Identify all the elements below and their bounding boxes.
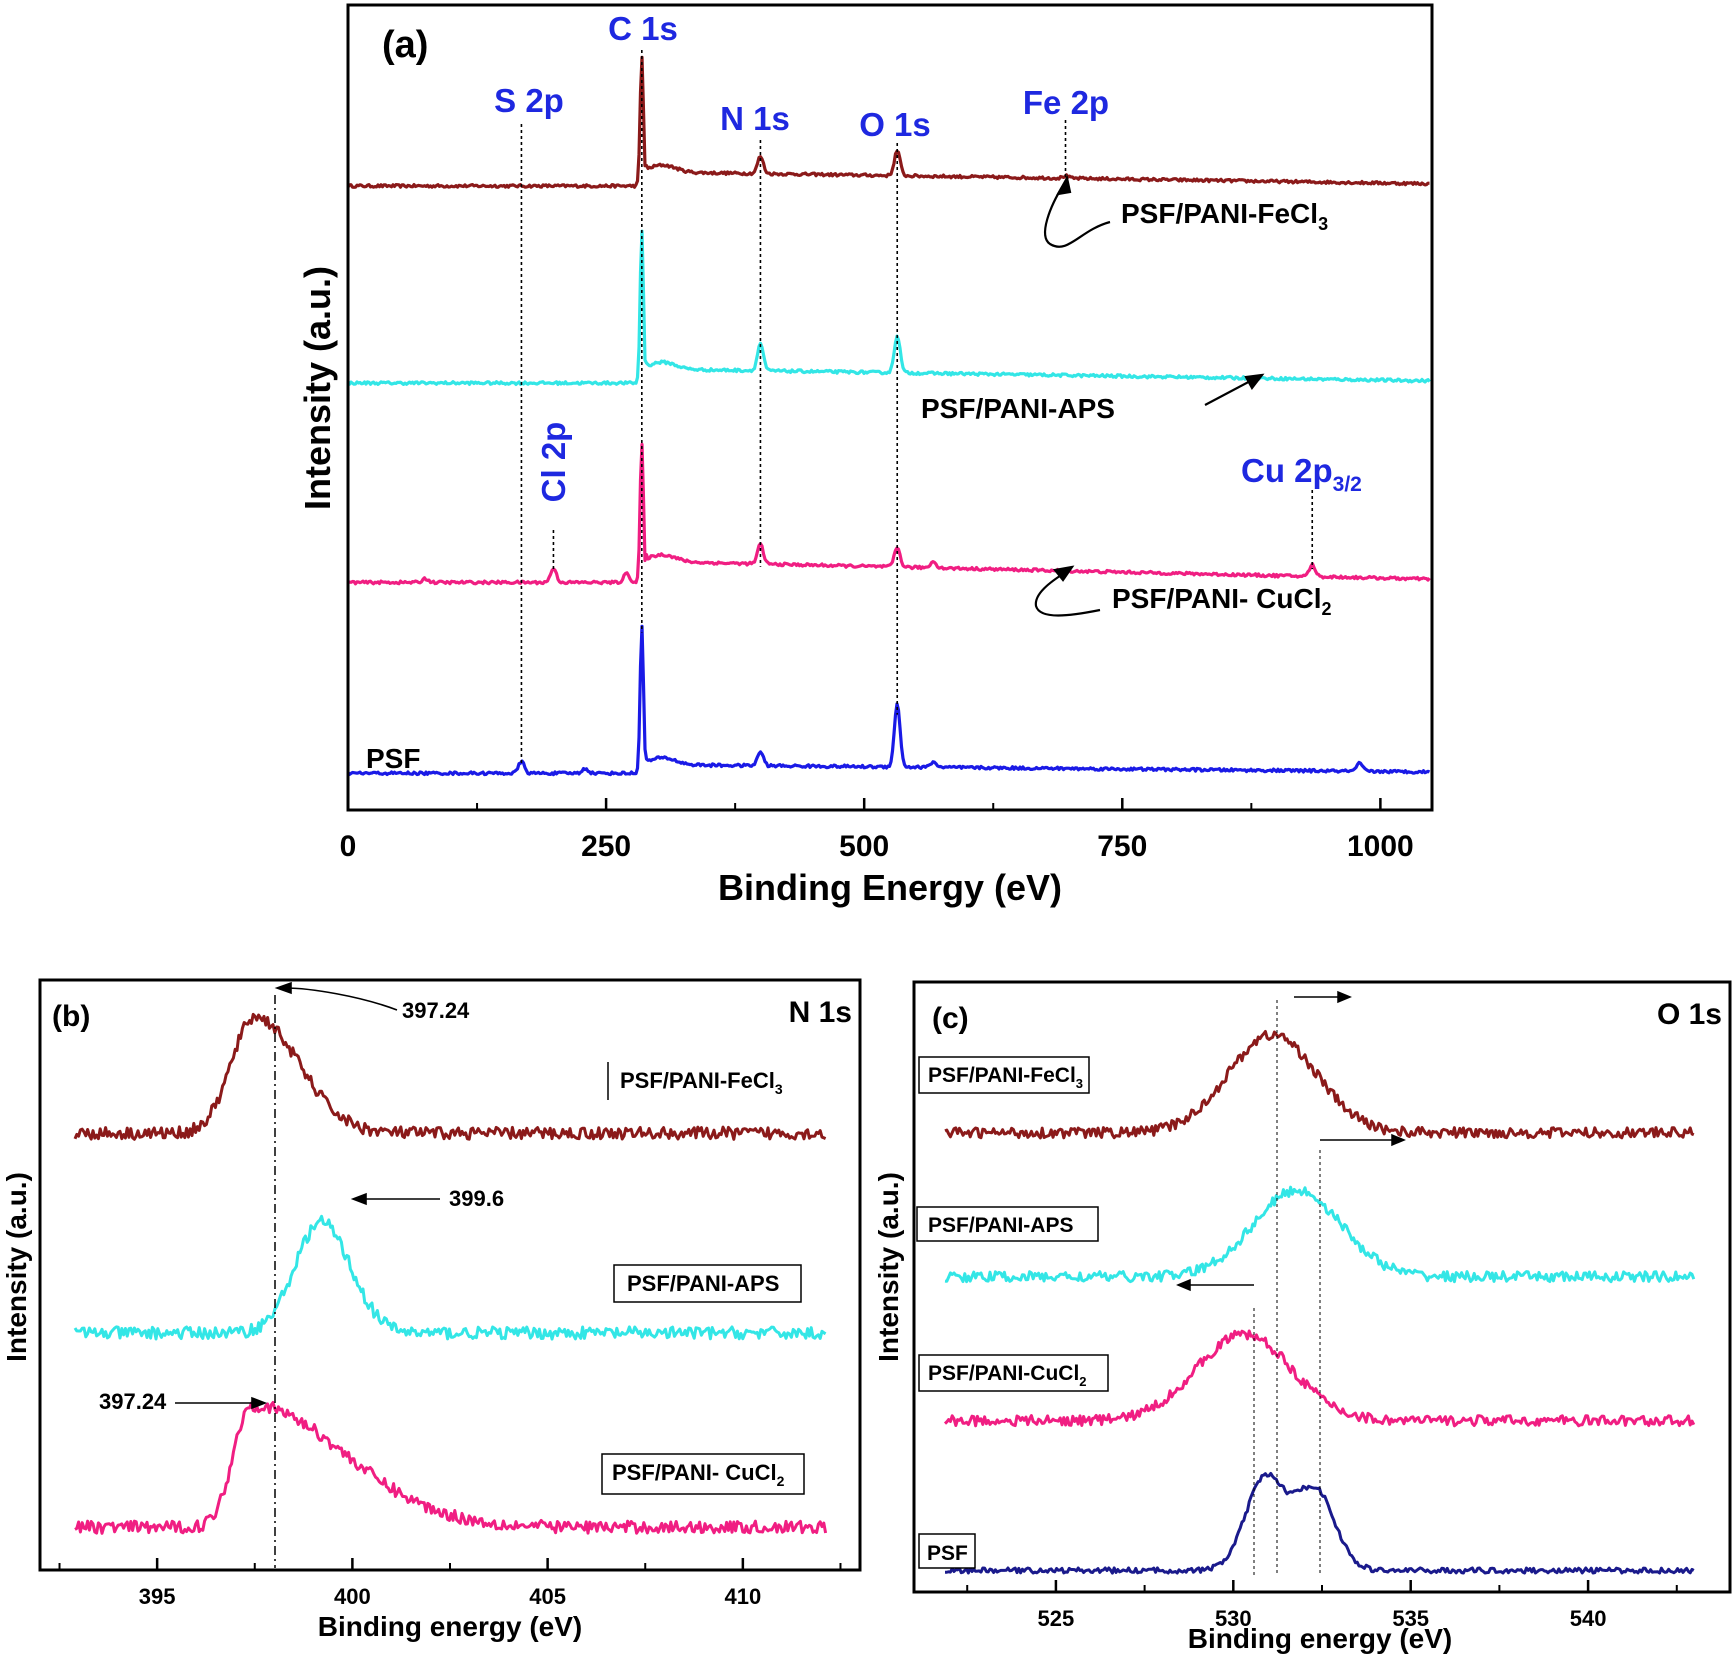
arrow-fecl3: [1044, 183, 1111, 248]
panel-a-x-axis-label: Binding Energy (eV): [718, 867, 1062, 908]
panel-a-label: (a): [382, 24, 428, 66]
series-label-b-cucl2: PSF/PANI- CuCl2: [612, 1460, 785, 1489]
arrow-b-fecl3: [284, 987, 398, 1011]
series-line-c-psf: [945, 1471, 1695, 1575]
legend-box-c-fecl3: PSF/PANI-FeCl3: [918, 1056, 1090, 1094]
series-line-b-psf-pani-aps: [73, 1214, 827, 1341]
legend-box-b-cucl2: PSF/PANI- CuCl2: [601, 1453, 805, 1495]
panel-b-title: N 1s: [789, 996, 852, 1029]
x-tick-label-a-500: 500: [839, 830, 889, 863]
panel-c-y-axis-label: Intensity (a.u.): [873, 1172, 904, 1362]
series-line-c-psf-pani-cucl2: [943, 1329, 1696, 1428]
series-label-c-cucl2: PSF/PANI-CuCl2: [928, 1362, 1087, 1389]
peak-label-cl2p: Cl 2p: [535, 422, 572, 503]
arrowhead-aps: [1244, 373, 1265, 391]
peak-label-s2p: S 2p: [494, 82, 564, 119]
panel-c-reference-lines: [1253, 1000, 1321, 1575]
x-tick-label-c-530: 530: [1215, 1606, 1252, 1631]
panel-b-label: (b): [52, 1000, 90, 1033]
series-line-c-psf-pani-aps: [944, 1185, 1696, 1284]
x-tick-label-a-0: 0: [340, 830, 357, 863]
series-label-c-fecl3: PSF/PANI-FeCl3: [928, 1064, 1083, 1091]
arrow-cucl2: [1034, 571, 1101, 617]
x-tick-label-b-400: 400: [334, 1584, 371, 1609]
series-line-c-psf-pani-fecl3: [944, 1030, 1695, 1140]
shift-arrowhead-c-fecl3: [1337, 990, 1352, 1004]
panel-a-guide-lines: [520, 50, 1314, 764]
panel-c-title: O 1s: [1657, 998, 1722, 1031]
panel-c-label: (c): [932, 1002, 969, 1035]
legend-box-b-aps: PSF/PANI-APS: [613, 1264, 802, 1303]
series-label-c-psf: PSF: [927, 1542, 968, 1565]
legend-box-c-aps: PSF/PANI-APS: [916, 1206, 1099, 1242]
panel-c: 525 530 535 540 (c) O 1s Binding energy (eV…: [873, 980, 1732, 1654]
series-line-a-psf-pani-fecl3: [346, 55, 1430, 189]
peak-label-n1s: N 1s: [720, 100, 790, 137]
x-tick-label-a-750: 750: [1097, 830, 1147, 863]
shift-arrowhead-c-aps: [1391, 1133, 1406, 1147]
panel-b-y-axis-label: Intensity (a.u.): [1, 1172, 32, 1362]
legend-box-c-cucl2: PSF/PANI-CuCl2: [918, 1354, 1109, 1392]
x-tick-label-a-250: 250: [581, 830, 631, 863]
arrowhead-fecl3: [1055, 174, 1072, 196]
peak-label-o1s: O 1s: [859, 106, 931, 143]
series-line-b-psf-pani-fecl3: [73, 1012, 827, 1141]
arrow-aps: [1204, 377, 1257, 406]
panel-c-x-axis-label: Binding energy (eV): [1188, 1623, 1452, 1654]
arrowhead-b-aps: [350, 1192, 367, 1206]
series-line-a-psf-pani-cucl2: [347, 442, 1431, 586]
legend-box-c-psf: PSF: [918, 1533, 976, 1569]
panel-a-arrows: [1034, 174, 1265, 617]
panel-c-shift-arrows: [1176, 990, 1406, 1292]
series-label-a-aps: PSF/PANI-APS: [921, 393, 1115, 424]
panel-b-x-ticks: 395 400 405 410: [58, 1558, 842, 1609]
x-tick-label-b-405: 405: [529, 1584, 566, 1609]
peak-label-fe2p: Fe 2p: [1023, 84, 1109, 121]
panel-c-curves: [943, 1030, 1696, 1575]
annotation-b-fecl3: 397.24: [402, 998, 470, 1023]
shift-arrowhead-c-cucl2: [1176, 1278, 1191, 1292]
x-tick-label-c-525: 525: [1038, 1606, 1075, 1631]
x-tick-label-b-395: 395: [139, 1584, 176, 1609]
panel-b: 395 400 405 410 (b) N 1s Binding energy (eV…: [1, 978, 862, 1642]
legend-box-b-fecl3: PSF/PANI-FeCl3: [607, 1062, 783, 1100]
arrowhead-b-cucl2: [251, 1396, 268, 1410]
panel-a-y-axis-label: Intensity (a.u.): [297, 266, 338, 510]
arrowhead-cucl2: [1052, 565, 1075, 582]
panel-c-x-ticks: 525 530 535 540: [966, 1580, 1678, 1631]
series-line-b-psf-pani-cucl2: [74, 1401, 828, 1535]
annotation-b-aps: 399.6: [449, 1186, 504, 1211]
panel-b-x-axis-label: Binding energy (eV): [318, 1611, 582, 1642]
series-label-b-aps: PSF/PANI-APS: [627, 1271, 779, 1296]
annotation-b-cucl2: 397.24: [99, 1389, 167, 1414]
series-label-c-aps: PSF/PANI-APS: [928, 1214, 1073, 1237]
peak-label-cu2p: Cu 2p3/2: [1241, 452, 1362, 496]
panel-a: 0 250 500 750 1000 (a) Binding Energy (eV) I…: [297, 3, 1434, 908]
series-line-a-psf: [346, 624, 1431, 777]
series-label-a-fecl3: PSF/PANI-FeCl3: [1121, 198, 1328, 234]
x-tick-label-a-1000: 1000: [1347, 830, 1414, 863]
series-label-a-psf: PSF: [366, 743, 420, 774]
x-tick-label-c-540: 540: [1570, 1606, 1607, 1631]
panel-b-arrows: [175, 981, 440, 1410]
panel-a-x-ticks: 0 250 500 750 1000: [340, 798, 1414, 863]
panel-b-curves: [73, 1012, 828, 1535]
peak-label-c1s: C 1s: [608, 10, 678, 47]
series-label-a-cucl2: PSF/PANI- CuCl2: [1112, 583, 1332, 619]
panel-a-frame: [346, 3, 1434, 812]
arrowhead-b-fecl3: [274, 981, 292, 995]
series-label-b-fecl3: PSF/PANI-FeCl3: [620, 1068, 783, 1097]
x-tick-label-b-410: 410: [724, 1584, 761, 1609]
x-tick-label-c-535: 535: [1392, 1606, 1429, 1631]
